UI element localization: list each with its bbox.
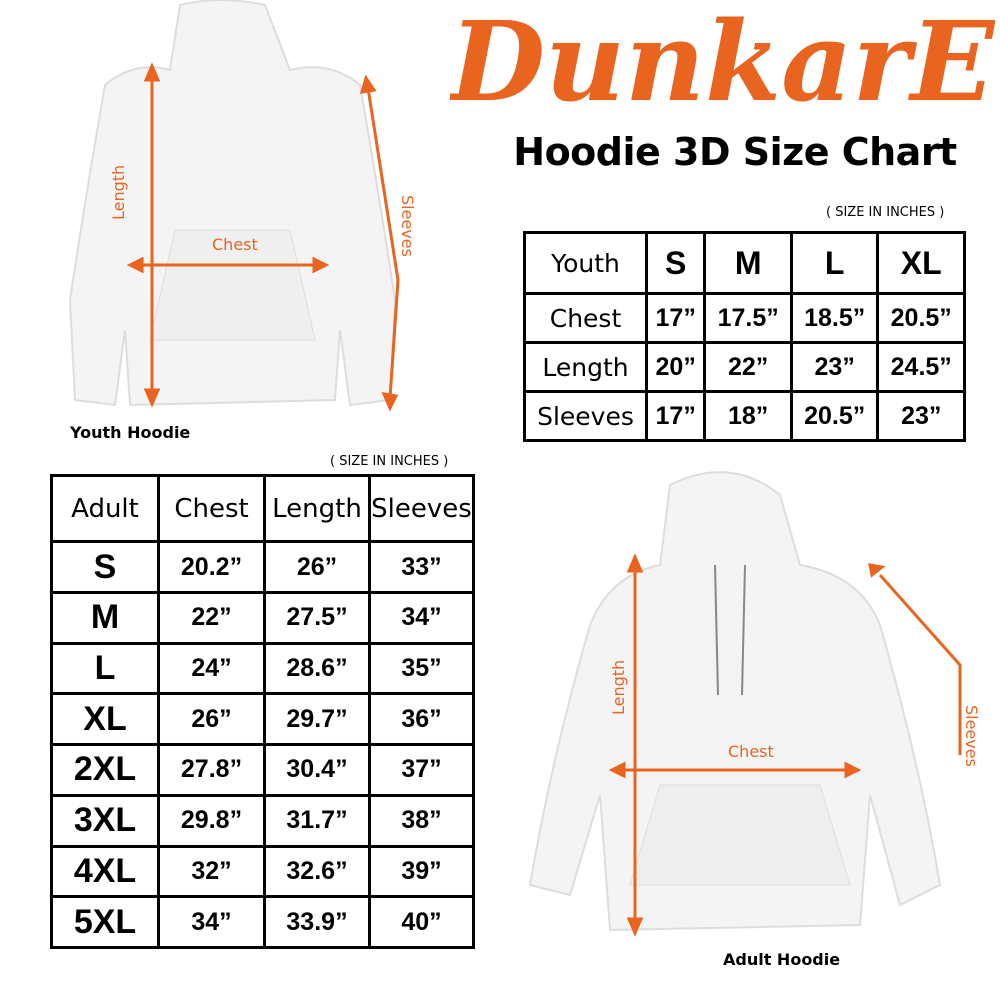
cell: 39” (368, 844, 475, 899)
header-cell: XL (876, 230, 966, 296)
cell: 36” (368, 692, 475, 747)
size-label: 2XL (50, 743, 160, 797)
table-row: Chest 17” 17.5” 18.5” 20.5” (523, 292, 966, 345)
adult-size-table: Adult Chest Length Sleeves S 20.2” 26” 33” M… (50, 473, 475, 949)
cell: 20” (644, 341, 707, 394)
row-label: Length (523, 341, 648, 394)
header-cell: M (703, 230, 793, 296)
page-title: Hoodie 3D Size Chart (513, 130, 957, 174)
cell: 34” (157, 895, 266, 949)
table-row: 2XL 27.8” 30.4” 37” (50, 743, 475, 797)
cell: 24” (157, 641, 266, 696)
row-label: Chest (523, 292, 648, 345)
youth-size-table: Youth S M L XL Chest 17” 17.5” 18.5” 20.… (523, 230, 966, 442)
brand-logo: DunkarE (450, 0, 995, 126)
row-label: Sleeves (523, 390, 648, 442)
youth-hoodie-caption: Youth Hoodie (70, 423, 191, 442)
table-row: 5XL 34” 33.9” 40” (50, 895, 475, 949)
cell: 17” (644, 292, 707, 345)
cell: 27.5” (263, 591, 371, 645)
header-cell: Chest (157, 473, 266, 544)
cell: 20.2” (157, 540, 266, 595)
table-row: Length 20” 22” 23” 24.5” (523, 341, 966, 394)
size-label: M (50, 591, 160, 645)
cell: 33” (368, 540, 475, 595)
cell: 33.9” (263, 895, 371, 949)
cell: 18.5” (789, 292, 880, 345)
adult-hoodie-caption: Adult Hoodie (723, 950, 841, 969)
cell: 31.7” (263, 793, 371, 848)
cell: 23” (789, 341, 880, 394)
youth-chest-label: Chest (212, 235, 258, 254)
cell: 27.8” (157, 743, 266, 797)
cell: 26” (263, 540, 371, 595)
youth-length-label: Length (109, 165, 128, 220)
youth-hoodie-image: Length Chest Sleeves (68, 0, 417, 412)
header-cell: S (644, 230, 707, 296)
header-cell: Adult (50, 473, 160, 544)
size-label: 4XL (50, 844, 160, 899)
size-label: L (50, 641, 160, 696)
header-cell: Sleeves (368, 473, 475, 544)
adult-sleeves-label: Sleeves (962, 705, 981, 767)
cell: 17” (644, 390, 707, 442)
cell: 18” (703, 390, 793, 442)
table-header-row: Youth S M L XL (523, 230, 966, 296)
size-label: 5XL (50, 895, 160, 949)
header-cell: Length (263, 473, 371, 544)
table-row: 4XL 32” 32.6” 39” (50, 844, 475, 899)
size-label: S (50, 540, 160, 595)
cell: 26” (157, 692, 266, 747)
adult-unit-note: ( SIZE IN INCHES ) (330, 454, 449, 469)
cell: 29.7” (263, 692, 371, 747)
cell: 20.5” (876, 292, 966, 345)
table-row: M 22” 27.5” 34” (50, 591, 475, 645)
cell: 17.5” (703, 292, 793, 345)
cell: 38” (368, 793, 475, 848)
table-row: L 24” 28.6” 35” (50, 641, 475, 696)
table-row: 3XL 29.8” 31.7” 38” (50, 793, 475, 848)
cell: 40” (368, 895, 475, 949)
table-row: Sleeves 17” 18” 20.5” 23” (523, 390, 966, 442)
cell: 24.5” (876, 341, 966, 394)
youth-sleeves-label: Sleeves (398, 195, 417, 257)
cell: 35” (368, 641, 475, 696)
adult-chest-label: Chest (728, 742, 774, 761)
cell: 28.6” (263, 641, 371, 696)
adult-hoodie-image: Length Chest Sleeves (528, 471, 981, 937)
table-row: XL 26” 29.7” 36” (50, 692, 475, 747)
cell: 34” (368, 591, 475, 645)
cell: 30.4” (263, 743, 371, 797)
logo-text: DunkarE (450, 0, 995, 126)
cell: 23” (876, 390, 966, 442)
header-cell: L (789, 230, 880, 296)
cell: 22” (703, 341, 793, 394)
header-cell: Youth (523, 230, 648, 296)
cell: 29.8” (157, 793, 266, 848)
cell: 32” (157, 844, 266, 899)
cell: 32.6” (263, 844, 371, 899)
size-label: 3XL (50, 793, 160, 848)
adult-length-label: Length (609, 660, 628, 715)
cell: 22” (157, 591, 266, 645)
youth-unit-note: ( SIZE IN INCHES ) (826, 205, 945, 220)
table-row: S 20.2” 26” 33” (50, 540, 475, 595)
table-header-row: Adult Chest Length Sleeves (50, 473, 475, 544)
size-label: XL (50, 692, 160, 747)
cell: 20.5” (789, 390, 880, 442)
cell: 37” (368, 743, 475, 797)
